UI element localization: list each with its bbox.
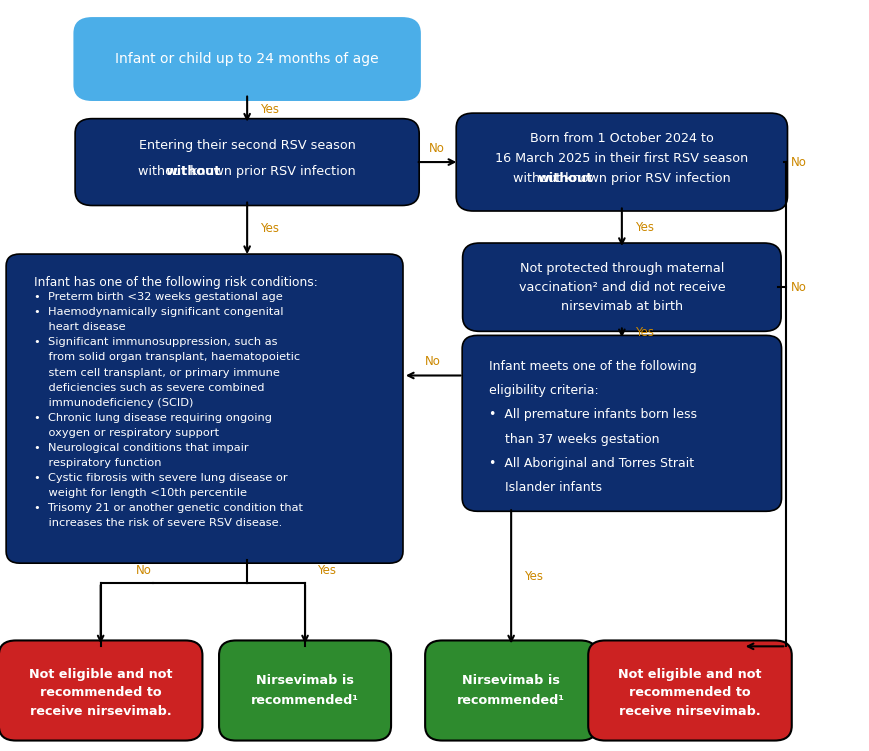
Text: Yes: Yes [260,103,279,116]
Text: No: No [136,564,152,578]
Text: receive nirsevimab.: receive nirsevimab. [620,704,760,718]
Text: immunodeficiency (SCID): immunodeficiency (SCID) [34,398,194,408]
Text: •  Significant immunosuppression, such as: • Significant immunosuppression, such as [34,337,278,348]
Text: recommended to: recommended to [40,686,162,699]
Text: Entering their second RSV season: Entering their second RSV season [139,140,355,152]
Text: deficiencies such as severe combined: deficiencies such as severe combined [34,383,265,393]
Text: Yes: Yes [260,222,279,235]
Text: recommended¹: recommended¹ [457,695,565,707]
Text: •  All premature infants born less: • All premature infants born less [489,409,698,421]
Text: Yes: Yes [634,327,653,339]
Text: increases the risk of severe RSV disease.: increases the risk of severe RSV disease… [34,518,282,529]
Text: No: No [425,355,441,368]
FancyBboxPatch shape [219,641,391,740]
Text: eligibility criteria:: eligibility criteria: [489,384,600,397]
FancyBboxPatch shape [425,641,597,740]
Text: without: without [537,172,593,185]
Text: without known prior RSV infection: without known prior RSV infection [138,165,356,178]
Text: •  All Aboriginal and Torres Strait: • All Aboriginal and Torres Strait [489,457,694,470]
Text: heart disease: heart disease [34,322,126,332]
Text: •  Neurological conditions that impair: • Neurological conditions that impair [34,443,249,453]
Text: without known prior RSV infection: without known prior RSV infection [513,172,731,185]
Text: nirsevimab at birth: nirsevimab at birth [561,300,683,313]
Text: Yes: Yes [634,221,653,234]
FancyBboxPatch shape [588,641,792,740]
Text: Infant or child up to 24 months of age: Infant or child up to 24 months of age [116,52,379,66]
Text: Infant meets one of the following: Infant meets one of the following [489,360,697,372]
Text: Nirsevimab is: Nirsevimab is [256,674,354,686]
Text: Not eligible and not: Not eligible and not [29,668,172,681]
Text: •  Cystic fibrosis with severe lung disease or: • Cystic fibrosis with severe lung disea… [34,473,288,483]
FancyBboxPatch shape [462,336,781,511]
Text: Born from 1 October 2024 to: Born from 1 October 2024 to [530,132,713,145]
FancyBboxPatch shape [73,17,421,101]
Text: 16 March 2025 in their first RSV season: 16 March 2025 in their first RSV season [495,152,748,165]
Text: Nirsevimab is: Nirsevimab is [462,674,561,686]
FancyBboxPatch shape [456,113,787,211]
Text: stem cell transplant, or primary immune: stem cell transplant, or primary immune [34,367,280,378]
Text: No: No [791,155,806,168]
Text: receive nirsevimab.: receive nirsevimab. [30,704,171,718]
Text: •  Chronic lung disease requiring ongoing: • Chronic lung disease requiring ongoing [34,413,272,423]
Text: from solid organ transplant, haematopoietic: from solid organ transplant, haematopoie… [34,352,301,363]
Text: Infant has one of the following risk conditions:: Infant has one of the following risk con… [34,276,318,288]
Text: respiratory function: respiratory function [34,458,162,468]
Text: •  Haemodynamically significant congenital: • Haemodynamically significant congenita… [34,307,284,317]
Text: Yes: Yes [317,564,336,578]
FancyBboxPatch shape [462,243,781,331]
Text: Yes: Yes [524,570,543,584]
Text: vaccination² and did not receive: vaccination² and did not receive [519,281,725,294]
Text: than 37 weeks gestation: than 37 weeks gestation [489,433,660,445]
Text: recommended¹: recommended¹ [251,695,359,707]
Text: oxygen or respiratory support: oxygen or respiratory support [34,428,219,438]
Text: Not protected through maternal: Not protected through maternal [520,261,724,275]
Text: recommended to: recommended to [629,686,751,699]
Text: •  Trisomy 21 or another genetic condition that: • Trisomy 21 or another genetic conditio… [34,503,303,514]
Text: without: without [166,165,221,178]
Text: Not eligible and not: Not eligible and not [618,668,762,681]
Text: •  Preterm birth <32 weeks gestational age: • Preterm birth <32 weeks gestational ag… [34,292,283,302]
Text: weight for length <10th percentile: weight for length <10th percentile [34,488,248,498]
FancyBboxPatch shape [75,119,419,206]
FancyBboxPatch shape [6,254,403,563]
Text: Islander infants: Islander infants [489,481,602,494]
Text: No: No [791,281,806,294]
FancyBboxPatch shape [0,641,202,740]
Text: No: No [429,142,445,155]
